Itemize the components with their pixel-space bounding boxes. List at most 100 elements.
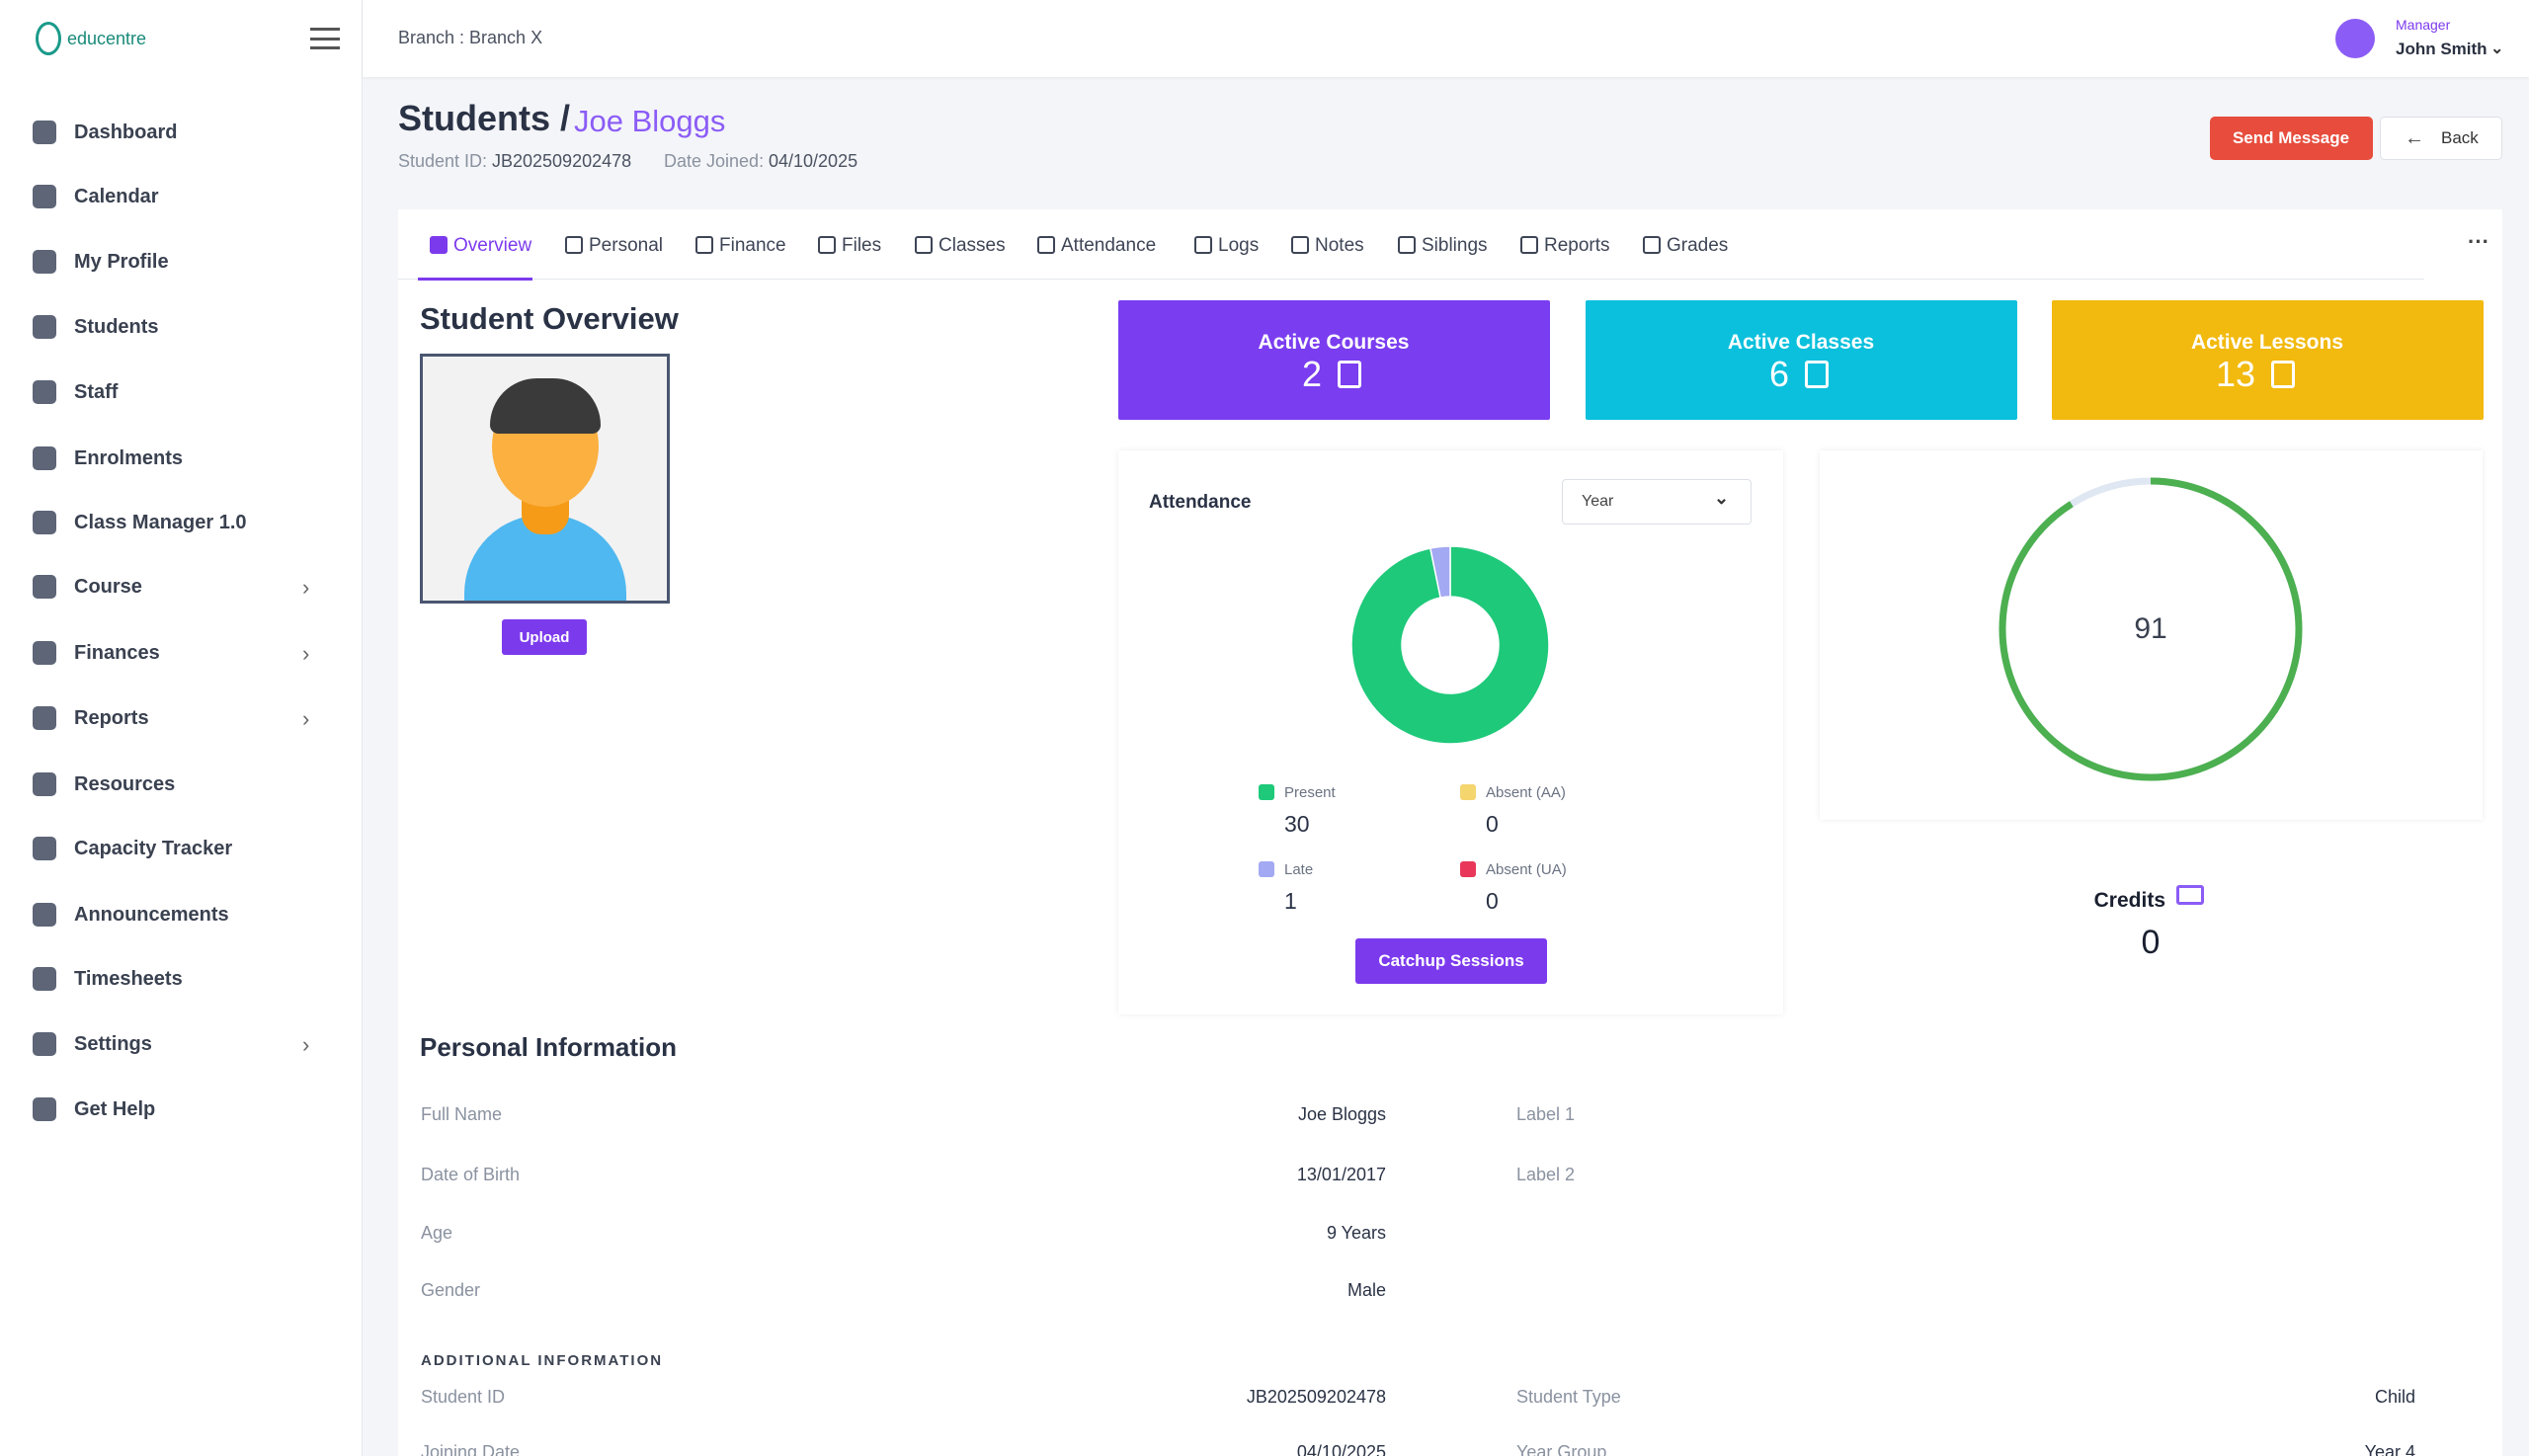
tab[interactable]: Overview <box>453 234 532 256</box>
stat-card <box>1118 300 1550 420</box>
field-value: 13/01/2017 <box>1296 1164 1386 1184</box>
topbar <box>363 0 2529 77</box>
tab[interactable]: Files <box>842 234 882 256</box>
field-label: Label 2 <box>1516 1164 1576 1184</box>
stat-value: 2 <box>1301 354 1322 394</box>
tab[interactable]: Notes <box>1315 234 1364 256</box>
period-select[interactable] <box>1562 479 1752 525</box>
field-value: 9 Years <box>1326 1222 1386 1243</box>
menu-toggle[interactable] <box>310 28 340 49</box>
tab-icon <box>818 236 836 254</box>
legend-label: Absent (UA) <box>1486 860 1567 878</box>
send-button-label: Send Message <box>2232 128 2350 147</box>
branch-label: Branch : Branch X <box>398 27 543 47</box>
additional-heading: ADDITIONAL INFORMATION <box>421 1351 664 1369</box>
tab[interactable]: Reports <box>1544 234 1610 256</box>
select-chevron: ⌄ <box>1714 487 1730 508</box>
tab-icon <box>1520 236 1538 254</box>
field-label: Student ID <box>421 1386 506 1407</box>
legend-value: 0 <box>1486 888 1499 914</box>
nav-item[interactable] <box>20 690 336 746</box>
nav-icon <box>33 121 56 144</box>
tab-icon <box>1398 236 1416 254</box>
stat-value: 13 <box>2215 354 2255 394</box>
legend-value: 30 <box>1284 811 1310 837</box>
nav-item[interactable] <box>20 1082 336 1137</box>
legend-value: 0 <box>1486 811 1499 837</box>
score-ring <box>1999 477 2303 781</box>
upload-button[interactable] <box>502 619 587 655</box>
period-select-value: Year <box>1582 493 1614 510</box>
nav-icon <box>33 967 56 991</box>
tab-underline <box>418 278 532 281</box>
tab-icon <box>1643 236 1661 254</box>
nav-icon <box>33 772 56 796</box>
menu-bar <box>310 38 340 40</box>
nav-icon <box>33 511 56 534</box>
catchup-button-label: Catchup Sessions <box>1378 951 1524 970</box>
stat-icon <box>2271 361 2295 388</box>
donut-segment <box>1428 545 1451 599</box>
tab[interactable]: Siblings <box>1422 234 1488 256</box>
nav-item[interactable] <box>20 1016 336 1072</box>
back-button[interactable] <box>2380 117 2502 160</box>
nav-item[interactable] <box>20 364 336 420</box>
nav-item[interactable] <box>20 559 336 614</box>
tab[interactable]: Attendance <box>1061 234 1157 256</box>
attendance-title: Attendance <box>1149 491 1252 513</box>
nav-label: Finances <box>74 642 160 664</box>
field-label: Label 1 <box>1516 1103 1576 1124</box>
more-menu[interactable]: ··· <box>2468 228 2489 254</box>
legend-swatch <box>1259 861 1274 877</box>
nav-label: Settings <box>74 1033 152 1055</box>
user-chevron: ⌄ <box>2490 40 2504 57</box>
nav-item[interactable] <box>20 757 336 812</box>
field-label: Year Group <box>1516 1441 1607 1456</box>
stat-icon <box>1338 361 1361 388</box>
stat-label: Active Lessons <box>2190 330 2344 354</box>
ring-progress <box>1999 477 2303 781</box>
student-name: Joe Bloggs <box>574 103 726 138</box>
tab[interactable]: Logs <box>1218 234 1260 256</box>
nav-icon <box>33 250 56 274</box>
field-label: Gender <box>421 1279 481 1300</box>
legend-swatch <box>1259 784 1274 800</box>
legend-swatch <box>1460 861 1476 877</box>
nav-item[interactable] <box>20 105 336 160</box>
page-title: Students / <box>398 98 571 138</box>
tab-icon <box>565 236 583 254</box>
nav-item[interactable] <box>20 234 336 289</box>
tab-icon <box>430 236 448 254</box>
field-label: Full Name <box>421 1103 503 1124</box>
tab[interactable]: Classes <box>938 234 1006 256</box>
tab[interactable]: Finance <box>719 234 786 256</box>
nav-icon <box>33 641 56 665</box>
nav-icon <box>33 315 56 339</box>
nav-label: Class Manager 1.0 <box>74 512 247 533</box>
field-label: Student Type <box>1516 1386 1621 1407</box>
nav-item[interactable] <box>20 299 336 355</box>
tab[interactable]: Personal <box>589 234 663 256</box>
id-value: JB202509202478 <box>492 150 632 171</box>
score-card <box>1820 450 2483 820</box>
tab[interactable]: Grades <box>1667 234 1729 256</box>
nav-chevron: › <box>302 574 310 600</box>
catchup-button[interactable] <box>1355 938 1547 984</box>
user-role: Manager <box>2396 17 2451 33</box>
logo-icon <box>36 22 61 55</box>
nav-label: Students <box>74 316 159 338</box>
nav-icon <box>33 380 56 404</box>
joined-value: 04/10/2025 <box>769 150 858 171</box>
field-value: Joe Bloggs <box>1297 1103 1386 1124</box>
sidebar <box>0 0 363 1456</box>
photo-hair <box>490 378 601 434</box>
nav-label: Get Help <box>74 1098 156 1120</box>
nav-chevron: › <box>302 1031 310 1057</box>
tab-icon <box>1291 236 1309 254</box>
send-button[interactable] <box>2210 117 2373 160</box>
nav-item[interactable] <box>20 169 336 224</box>
personal-heading: Personal Information <box>420 1032 678 1062</box>
nav-label: My Profile <box>74 251 169 273</box>
joined-label: Date Joined: <box>664 150 765 171</box>
